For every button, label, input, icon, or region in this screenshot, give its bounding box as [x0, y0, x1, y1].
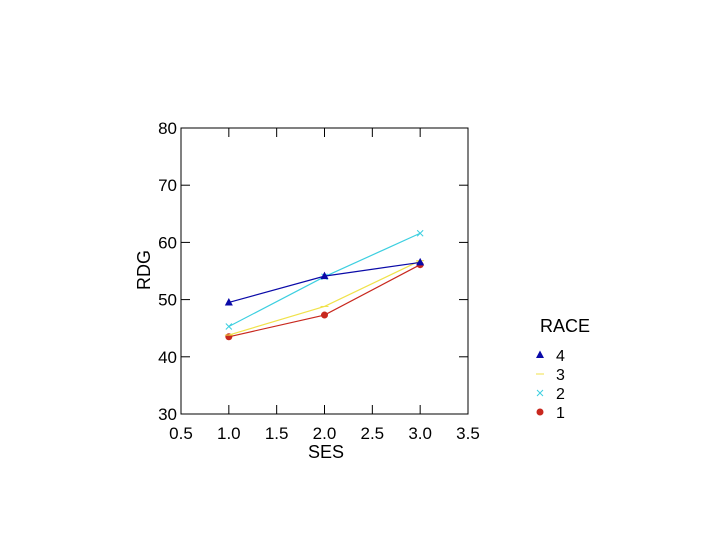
plot-frame [180, 127, 469, 415]
legend-label-3: 3 [556, 367, 565, 384]
x-tick-label: 3.5 [456, 424, 480, 443]
x-tick-label: 2.5 [361, 424, 385, 443]
y-tick-label: 50 [158, 291, 177, 310]
legend-marker-2-stroke-b [536, 389, 544, 397]
legend-label-4: 4 [556, 348, 565, 365]
x-tick-label: 1.0 [217, 424, 241, 443]
data-point [320, 271, 329, 280]
data-point [321, 311, 328, 319]
x-axis-title: SES [308, 442, 344, 462]
y-tick-label: 60 [158, 233, 177, 252]
y-tick-label: 70 [158, 176, 177, 195]
series-layer [224, 229, 425, 341]
x-tick-label: 3.0 [408, 424, 432, 443]
x-axis: 0.5 1.0 1.5 2.0 2.5 3.0 3.5 [169, 128, 480, 443]
data-point [416, 257, 425, 266]
y-tick-label: 80 [158, 119, 177, 138]
y-tick-label: 40 [158, 348, 177, 367]
x-tick-label: 1.5 [265, 424, 289, 443]
y-axis: 30 40 50 60 70 80 [158, 119, 468, 424]
legend-label-2: 2 [556, 386, 565, 403]
legend-marker-2 [536, 389, 544, 397]
data-point-stroke-b [416, 229, 424, 237]
legend-marker-4 [536, 350, 544, 358]
data-point [416, 229, 424, 237]
legend-title: RACE [540, 316, 590, 336]
y-axis-title: RDG [134, 250, 154, 290]
series-line-4 [228, 261, 421, 304]
series-4 [224, 257, 425, 306]
data-point [224, 297, 233, 306]
legend: RACE 4 3 2 1 [536, 316, 590, 422]
x-tick-label: 0.5 [169, 424, 193, 443]
legend-marker-1 [536, 408, 544, 416]
data-point-stroke-b [225, 323, 233, 330]
x-tick-label: 2.0 [313, 424, 337, 443]
data-point [225, 323, 233, 330]
y-tick-label: 30 [158, 405, 177, 424]
series-3 [224, 260, 425, 336]
legend-label-1: 1 [556, 405, 565, 422]
